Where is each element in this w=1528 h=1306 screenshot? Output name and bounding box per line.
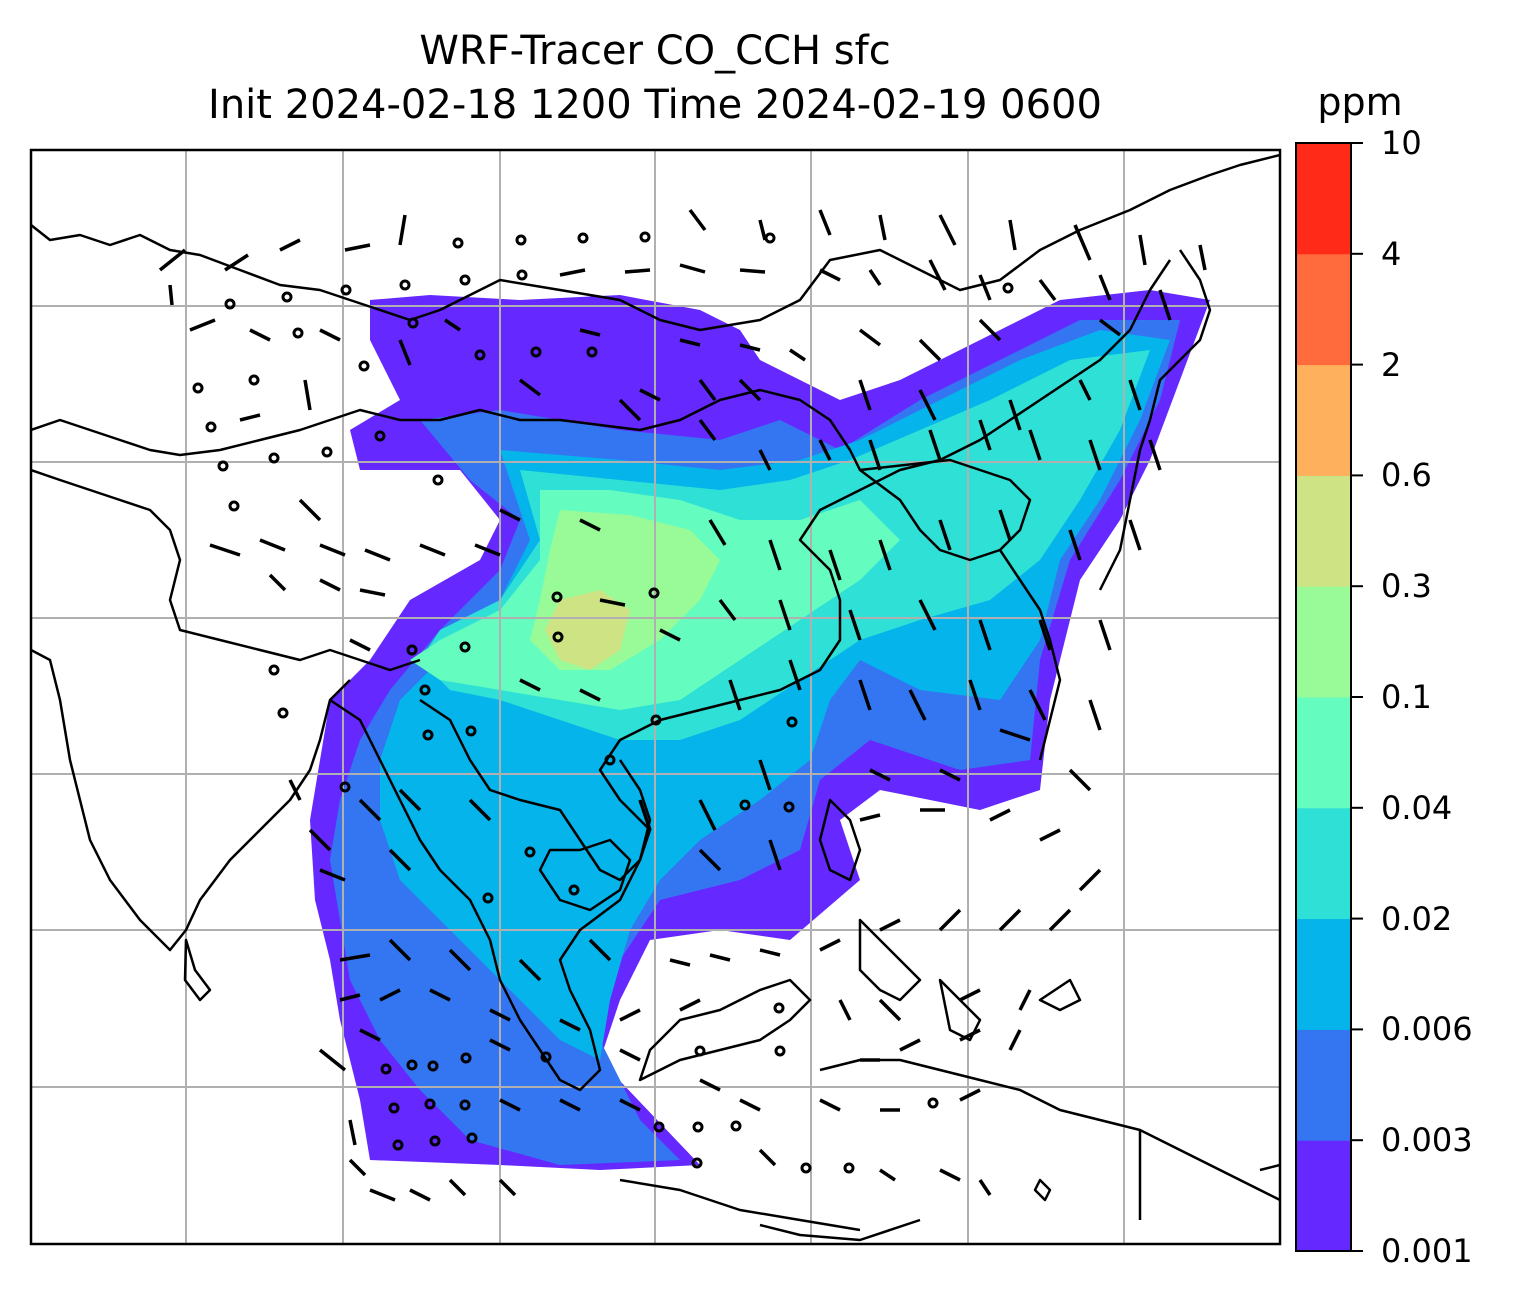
colorbar-tick-label: 0.6 bbox=[1381, 456, 1432, 495]
colorbar-segment bbox=[1296, 807, 1351, 920]
colorbar-segment bbox=[1296, 697, 1351, 809]
colorbar-segment bbox=[1296, 143, 1351, 255]
colorbar-tick-label: 0.006 bbox=[1381, 1010, 1473, 1049]
colorbar-segment bbox=[1296, 253, 1351, 366]
colorbar-segment bbox=[1296, 918, 1351, 1030]
map-title: WRF-Tracer CO_CCH sfc bbox=[419, 28, 891, 74]
colorbar-segment bbox=[1296, 1029, 1351, 1141]
colorbar-ticks bbox=[1351, 142, 1363, 1252]
colorbar-segment bbox=[1296, 1140, 1351, 1252]
wind-barbs bbox=[158, 208, 1207, 1202]
colorbar-tick-label: 4 bbox=[1381, 234, 1402, 273]
colorbar-tick-label: 10 bbox=[1381, 124, 1422, 162]
calm-wind-markers bbox=[192, 231, 1014, 1174]
gridlines bbox=[31, 150, 1280, 1244]
tracer-layer-0.3 bbox=[545, 590, 630, 670]
colorbar-tick-label: 0.1 bbox=[1381, 678, 1432, 716]
colorbar-segments bbox=[1296, 143, 1351, 1252]
colorbar-tick-label: 0.003 bbox=[1381, 1121, 1473, 1160]
tracer-field bbox=[310, 290, 1210, 1170]
map-frame bbox=[29, 148, 1282, 1246]
colorbar-tick-label: 0.04 bbox=[1381, 788, 1453, 827]
colorbar bbox=[1295, 142, 1363, 1252]
map-subtitle: Init 2024-02-18 1200 Time 2024-02-19 060… bbox=[208, 82, 1102, 128]
colorbar-tick-label: 0.3 bbox=[1381, 567, 1432, 606]
colorbar-unit: ppm bbox=[1317, 80, 1403, 124]
colorbar-segment bbox=[1296, 475, 1351, 587]
colorbar-segment bbox=[1296, 586, 1351, 698]
colorbar-segment bbox=[1296, 364, 1351, 476]
colorbar-tick-label: 0.02 bbox=[1381, 899, 1453, 938]
colorbar-tick-label: 0.001 bbox=[1381, 1232, 1473, 1270]
colorbar-tick-label: 2 bbox=[1381, 345, 1402, 384]
coastlines bbox=[31, 153, 1280, 1242]
